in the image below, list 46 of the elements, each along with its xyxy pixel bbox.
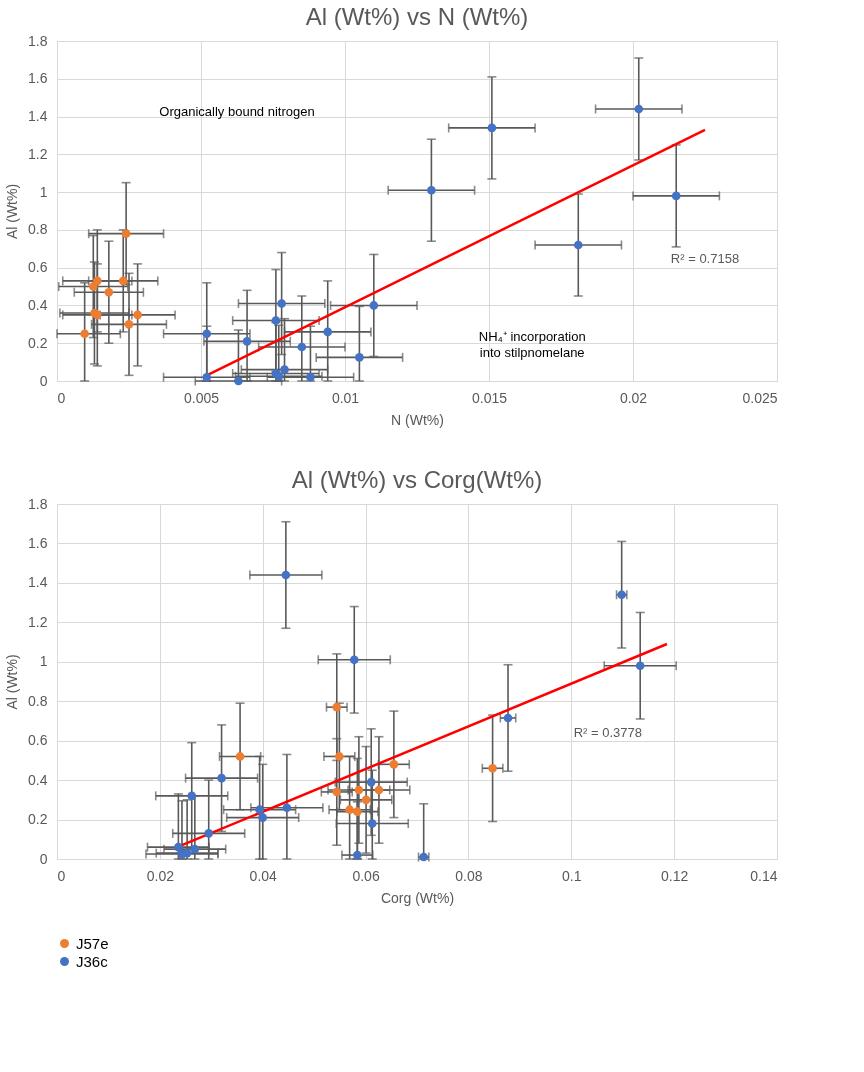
x-tick-label: 0.015 (471, 389, 508, 406)
chart-title: Al (Wt%) vs Corg(Wt%) (291, 466, 543, 493)
x-tick-label: 0.06 (352, 867, 380, 884)
x-axis-title: Corg (Wt%) (380, 889, 455, 906)
y-tick-label: 0.2 (28, 334, 48, 351)
x-tick-label: 0.02 (146, 867, 175, 884)
y-tick-label: 0.4 (28, 771, 48, 788)
x-tick-label: 0.005 (183, 389, 220, 406)
y-tick-label: 1.6 (28, 534, 48, 551)
legend-label: J57e (76, 934, 109, 952)
y-tick-label: 0 (39, 850, 48, 867)
y-tick-label: 0.4 (28, 296, 48, 313)
x-axis-title: N (Wt%) (391, 411, 444, 428)
y-tick-label: 0.6 (28, 259, 48, 276)
x-tick-label: 0.14 (750, 867, 778, 884)
annotation: R² = 0.3778 (573, 725, 642, 741)
y-tick-label: 1.8 (28, 495, 48, 512)
x-tick-label: 0.04 (249, 867, 278, 884)
x-tick-label: 0.025 (742, 389, 778, 406)
chart-title: Al (Wt%) vs N (Wt%) (305, 3, 529, 30)
x-tick-label: 0.12 (661, 867, 689, 884)
x-tick-label: 0.08 (455, 867, 483, 884)
x-tick-label: 0.02 (619, 389, 648, 406)
y-tick-label: 0.2 (28, 811, 48, 828)
y-tick-label: 1.8 (28, 32, 48, 49)
annotation: NH₄⁺ incorporation into stilpnomelane (478, 328, 586, 360)
y-tick-label: 1 (39, 183, 48, 200)
y-tick-label: 0 (39, 372, 48, 389)
y-axis-title: Al (Wt%) (4, 183, 21, 240)
annotation: R² = 0.7158 (670, 250, 740, 266)
y-tick-label: 0.8 (28, 221, 48, 238)
y-tick-label: 0.6 (28, 732, 48, 749)
annotation: Organically bound nitrogen (159, 104, 315, 120)
x-tick-label: 0.1 (562, 867, 582, 884)
x-tick-label: 0 (57, 389, 66, 406)
y-axis-title: Al (Wt%) (4, 654, 21, 710)
y-tick-label: 1 (39, 653, 48, 670)
x-tick-label: 0 (57, 867, 66, 884)
y-tick-label: 1.4 (28, 574, 48, 591)
legend-label: J36c (76, 952, 109, 970)
y-tick-label: 1.4 (28, 108, 48, 125)
x-tick-label: 0.01 (331, 389, 360, 406)
y-tick-label: 1.6 (28, 70, 48, 87)
y-tick-label: 0.8 (28, 692, 48, 709)
y-tick-label: 1.2 (28, 613, 48, 630)
y-tick-label: 1.2 (28, 145, 48, 162)
